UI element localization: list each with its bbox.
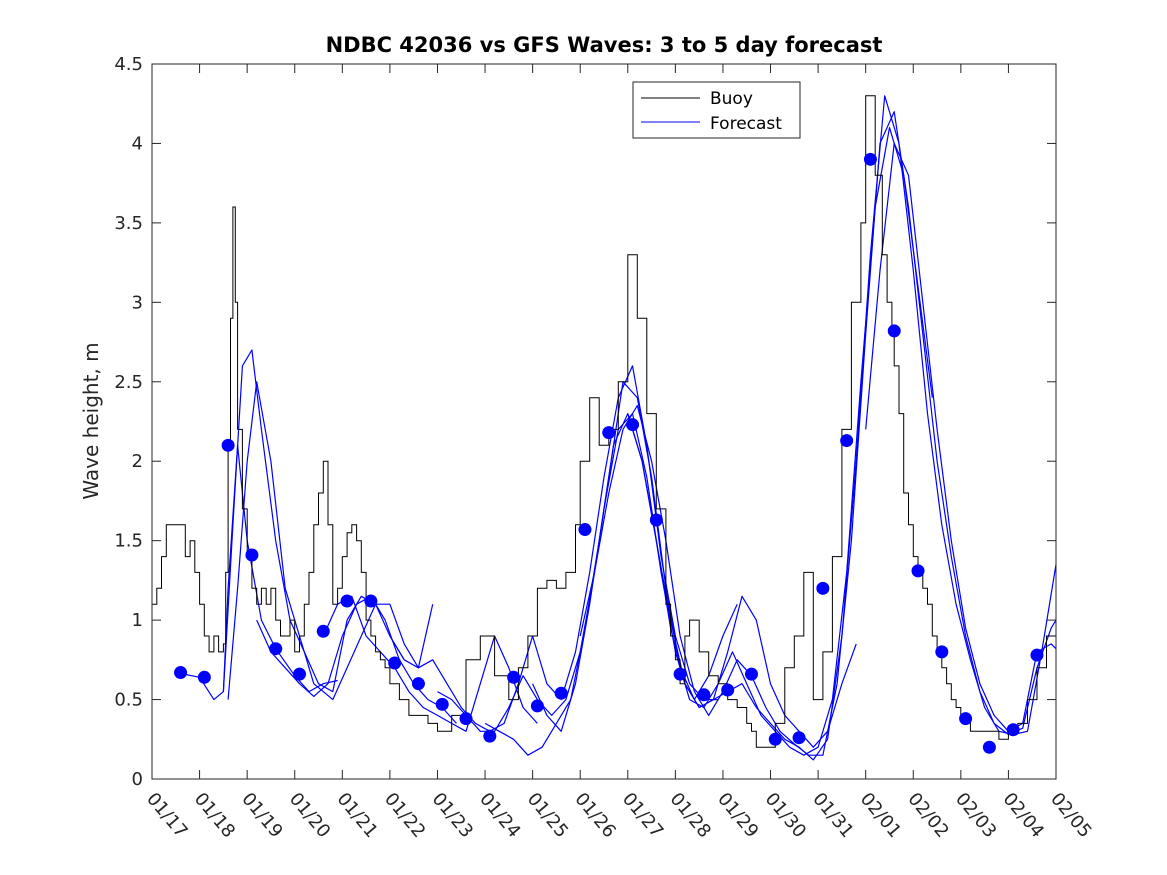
forecast-line	[627, 95, 1057, 761]
forecast-line	[322, 595, 538, 732]
forecast-point	[507, 670, 521, 684]
forecast-point	[364, 594, 378, 608]
buoy-line	[152, 95, 1057, 748]
y-tick-label: 2	[132, 451, 143, 472]
y-tick-label: 1	[132, 610, 143, 631]
series-layer	[152, 95, 1057, 761]
forecast-point	[863, 152, 877, 166]
forecast-point	[768, 732, 782, 746]
forecast-point	[483, 729, 497, 743]
y-tick-label: 1.5	[114, 531, 143, 552]
forecast-point	[649, 513, 663, 527]
forecast-point	[887, 324, 901, 338]
forecast-point	[673, 667, 687, 681]
forecast-point	[269, 642, 283, 656]
y-tick-label: 3	[132, 292, 143, 313]
forecast-point	[388, 656, 402, 670]
forecast-point	[578, 523, 592, 537]
y-axis-label: Wave height, m	[79, 342, 103, 499]
forecast-point	[554, 686, 568, 700]
y-tick-label: 0.5	[114, 690, 143, 711]
forecast-point	[959, 712, 973, 726]
forecast-line	[256, 595, 457, 724]
forecast-point	[411, 677, 425, 691]
forecast-point	[316, 624, 330, 638]
forecast-point	[1006, 723, 1020, 737]
forecast-point	[840, 434, 854, 448]
forecast-point	[530, 699, 544, 713]
legend: Buoy Forecast	[632, 81, 801, 139]
forecast-point	[340, 594, 354, 608]
forecast-point	[459, 712, 473, 726]
forecast-point	[935, 645, 949, 659]
forecast-point	[435, 697, 449, 711]
y-tick-label: 2.5	[114, 372, 143, 393]
forecast-point	[245, 548, 259, 562]
forecast-point	[792, 731, 806, 745]
plot-area	[152, 64, 1056, 779]
forecast-line	[865, 142, 1057, 732]
forecast-point	[697, 688, 711, 702]
y-tick-label: 4.5	[114, 54, 143, 75]
forecast-point	[1030, 648, 1044, 662]
forecast-point	[602, 426, 616, 440]
forecast-line	[579, 111, 1057, 756]
forecast-point	[626, 418, 640, 432]
forecast-points	[174, 152, 1044, 754]
plot-frame	[151, 63, 1057, 780]
forecast-point	[221, 438, 235, 452]
legend-forecast-label: Forecast	[710, 114, 782, 134]
legend-box	[632, 81, 801, 139]
legend-buoy-label: Buoy	[710, 89, 753, 109]
forecast-line	[227, 381, 434, 701]
forecast-point	[816, 581, 830, 595]
forecast-point	[982, 740, 996, 754]
y-tick-label: 3.5	[114, 213, 143, 234]
forecast-point	[292, 667, 306, 681]
y-tick-label: 0	[132, 769, 143, 790]
forecast-point	[744, 667, 758, 681]
forecast-point	[197, 670, 211, 684]
forecast-point	[174, 666, 188, 680]
chart-title: NDBC 42036 vs GFS Waves: 3 to 5 day fore…	[326, 33, 883, 57]
y-tick-label: 4	[132, 133, 143, 154]
y-axis: 0 0.5 1 1.5 2 2.5 3 3.5 4 4.5	[114, 54, 1056, 790]
forecast-point	[721, 683, 735, 697]
forecast-point	[911, 564, 925, 578]
